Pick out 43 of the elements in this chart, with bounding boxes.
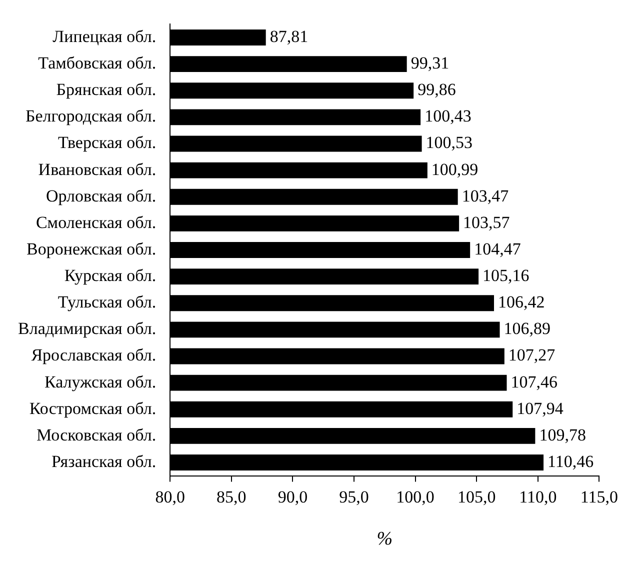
data-label: 105,16 xyxy=(482,266,530,286)
data-label: 100,43 xyxy=(424,106,472,126)
data-label: 103,47 xyxy=(462,186,510,206)
y-tick-label: Брянская обл. xyxy=(56,80,156,100)
x-tick-label: 80,0 xyxy=(155,487,185,506)
x-tick-label: 115,0 xyxy=(580,487,618,506)
data-label: 106,42 xyxy=(498,292,545,312)
y-tick-label: Курская обл. xyxy=(64,266,156,286)
y-tick-label: Белгородская обл. xyxy=(25,106,156,126)
y-tick-label: Владимирская обл. xyxy=(18,319,156,338)
x-tick-label: 100,0 xyxy=(396,487,434,506)
y-tick-label: Ярославская обл. xyxy=(31,346,156,365)
y-tick-label: Рязанская обл. xyxy=(51,452,156,471)
x-tick-label: 90,0 xyxy=(278,487,308,506)
y-tick-label: Орловская обл. xyxy=(46,186,156,206)
x-tick-label: 95,0 xyxy=(339,487,369,506)
x-tick-label: 105,0 xyxy=(457,487,496,506)
data-label: 100,53 xyxy=(426,133,473,152)
y-tick-label: Ивановская обл. xyxy=(38,160,156,179)
data-label: 99,86 xyxy=(418,80,456,100)
data-label: 110,46 xyxy=(548,452,594,471)
data-label: 103,57 xyxy=(463,212,510,232)
y-tick-label: Липецкая обл. xyxy=(52,26,156,46)
data-label: 104,47 xyxy=(474,239,522,258)
y-tick-label: Смоленская обл. xyxy=(36,212,156,232)
data-label: 106,89 xyxy=(504,319,551,338)
data-label: 100,99 xyxy=(431,160,478,179)
y-tick-label: Тверская обл. xyxy=(58,133,156,152)
data-label: 109,78 xyxy=(539,425,586,444)
data-label: 107,46 xyxy=(510,372,558,392)
y-tick-label: Калужская обл. xyxy=(44,372,156,392)
y-tick-label: Тамбовская обл. xyxy=(38,54,156,73)
y-tick-label: Московская обл. xyxy=(36,425,156,444)
y-tick-label: Костромская обл. xyxy=(29,398,156,418)
y-tick-label: Тульская обл. xyxy=(58,292,156,312)
data-label: 99,31 xyxy=(410,54,450,73)
x-tick-label: 85,0 xyxy=(216,487,246,506)
x-tick-label: 110,0 xyxy=(519,487,557,506)
y-tick-label: Воронежская обл. xyxy=(26,239,156,258)
data-label: 107,94 xyxy=(516,398,564,418)
x-axis-title: % xyxy=(376,528,393,550)
data-label: 107,27 xyxy=(508,346,556,365)
data-label: 87,81 xyxy=(270,26,308,46)
